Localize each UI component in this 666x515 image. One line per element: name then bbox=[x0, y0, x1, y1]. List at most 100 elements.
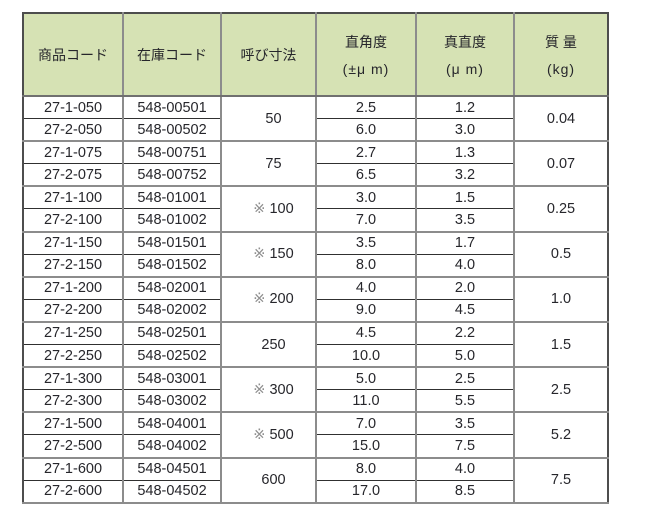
table-row: 27-1-250 548-02501 250 4.5 2.2 1.5 bbox=[23, 321, 608, 369]
cell-product-code: 27-2-250 bbox=[23, 344, 123, 369]
col-header-label: 在庫コード bbox=[137, 46, 207, 63]
cell-nominal-size: ※ 150 bbox=[220, 231, 316, 278]
table-row: 27-1-050 548-00501 50 2.5 1.2 0.04 bbox=[23, 96, 608, 143]
col-header-label: 真直度 bbox=[444, 34, 486, 50]
cell-straightness: 4.0 bbox=[415, 457, 514, 481]
cell-straightness: 8.5 bbox=[415, 480, 514, 504]
cell-squareness: 4.0 bbox=[315, 276, 416, 300]
table-row: 27-1-100 548-01001 ※ 100 3.0 1.5 0.25 bbox=[23, 186, 608, 233]
cell-stock-code: 548-04001 bbox=[122, 412, 221, 436]
cell-mass: 1.0 bbox=[513, 276, 608, 323]
nominal-size-value: 500 bbox=[269, 426, 294, 443]
table-row: 27-1-600 548-04501 600 8.0 4.0 7.5 bbox=[23, 457, 608, 504]
cell-straightness: 5.0 bbox=[415, 344, 514, 369]
nominal-size-value: 150 bbox=[269, 246, 294, 263]
col-header-label: 呼び寸法 bbox=[240, 46, 297, 63]
cell-nominal-size: 250 bbox=[220, 321, 316, 369]
table-row: 27-1-300 548-03001 ※ 300 5.0 2.5 2.5 bbox=[23, 367, 608, 414]
nominal-size-value: 250 bbox=[261, 336, 286, 353]
table-row: 27-2-500 548-04002 15.0 7.5 bbox=[23, 434, 608, 459]
nominal-size-value: 50 bbox=[265, 110, 282, 127]
cell-straightness: 3.5 bbox=[415, 208, 514, 233]
cell-mass: 0.07 bbox=[513, 141, 608, 188]
cell-straightness: 1.5 bbox=[415, 186, 514, 210]
cell-nominal-size: ※ 300 bbox=[220, 367, 316, 414]
cell-stock-code: 548-02001 bbox=[122, 276, 221, 300]
reference-mark: ※ bbox=[253, 200, 270, 217]
cell-nominal-size: 600 bbox=[220, 457, 316, 504]
cell-straightness: 2.5 bbox=[415, 367, 514, 391]
cell-nominal-size: ※ 500 bbox=[220, 412, 316, 459]
cell-straightness: 3.2 bbox=[415, 163, 514, 188]
cell-squareness: 7.0 bbox=[315, 208, 416, 233]
cell-product-code: 27-1-100 bbox=[23, 186, 123, 210]
reference-mark: ※ bbox=[253, 291, 270, 308]
cell-stock-code: 548-00752 bbox=[122, 163, 221, 188]
cell-straightness: 7.5 bbox=[415, 434, 514, 459]
cell-nominal-size: ※ 200 bbox=[220, 276, 316, 323]
cell-product-code: 27-1-150 bbox=[23, 231, 123, 255]
nominal-size-value: 100 bbox=[269, 200, 294, 217]
table-body: 27-1-050 548-00501 50 2.5 1.2 0.04 27-2-050 548… bbox=[23, 96, 608, 504]
cell-mass: 7.5 bbox=[513, 457, 608, 504]
table-row: 27-2-300 548-03002 11.0 5.5 bbox=[23, 389, 608, 414]
cell-mass: 2.5 bbox=[513, 367, 608, 414]
cell-straightness: 5.5 bbox=[415, 389, 514, 414]
cell-stock-code: 548-03001 bbox=[122, 367, 221, 391]
cell-stock-code: 548-02502 bbox=[122, 344, 221, 369]
cell-product-code: 27-2-150 bbox=[23, 254, 123, 278]
cell-nominal-size: 50 bbox=[220, 96, 316, 143]
cell-stock-code: 548-01502 bbox=[122, 254, 221, 278]
cell-squareness: 3.0 bbox=[315, 186, 416, 210]
col-header-straightness: 真直度 (μ m) bbox=[415, 13, 514, 97]
cell-stock-code: 548-02501 bbox=[122, 321, 221, 346]
cell-squareness: 2.7 bbox=[315, 141, 416, 165]
cell-product-code: 27-1-250 bbox=[23, 321, 123, 346]
col-header-squareness: 直角度 (±μ m) bbox=[315, 13, 416, 97]
cell-stock-code: 548-00751 bbox=[122, 141, 221, 165]
col-header-unit: (kg) bbox=[546, 61, 576, 77]
table-row: 27-1-500 548-04001 ※ 500 7.0 3.5 5.2 bbox=[23, 412, 608, 459]
col-header-label: 商品コード bbox=[38, 46, 108, 63]
cell-squareness: 10.0 bbox=[315, 344, 416, 369]
cell-straightness: 2.2 bbox=[415, 321, 514, 346]
cell-nominal-size: ※ 100 bbox=[220, 186, 316, 233]
cell-product-code: 27-1-200 bbox=[23, 276, 123, 300]
cell-straightness: 3.0 bbox=[415, 118, 514, 143]
cell-product-code: 27-2-100 bbox=[23, 208, 123, 233]
cell-stock-code: 548-01002 bbox=[122, 208, 221, 233]
col-header-unit: (±μ m) bbox=[342, 61, 390, 77]
cell-mass: 5.2 bbox=[513, 412, 608, 459]
cell-straightness: 2.0 bbox=[415, 276, 514, 300]
table-row: 27-2-050 548-00502 6.0 3.0 bbox=[23, 118, 608, 143]
cell-product-code: 27-2-500 bbox=[23, 434, 123, 459]
cell-squareness: 7.0 bbox=[315, 412, 416, 436]
cell-straightness: 1.3 bbox=[415, 141, 514, 165]
cell-product-code: 27-2-300 bbox=[23, 389, 123, 414]
cell-squareness: 3.5 bbox=[315, 231, 416, 255]
cell-product-code: 27-2-600 bbox=[23, 480, 123, 504]
table-row: 27-2-600 548-04502 17.0 8.5 bbox=[23, 480, 608, 504]
col-header-unit: (μ m) bbox=[446, 61, 484, 77]
nominal-size-value: 600 bbox=[261, 472, 286, 489]
col-header-product-code: 商品コード bbox=[23, 13, 123, 97]
table-row: 27-2-100 548-01002 7.0 3.5 bbox=[23, 208, 608, 233]
cell-squareness: 2.5 bbox=[315, 96, 416, 120]
nominal-size-value: 200 bbox=[269, 291, 294, 308]
cell-stock-code: 548-03002 bbox=[122, 389, 221, 414]
nominal-size-value: 300 bbox=[269, 381, 294, 398]
cell-mass: 0.5 bbox=[513, 231, 608, 278]
cell-stock-code: 548-04502 bbox=[122, 480, 221, 504]
table-row: 27-1-075 548-00751 75 2.7 1.3 0.07 bbox=[23, 141, 608, 188]
cell-straightness: 4.5 bbox=[415, 299, 514, 323]
cell-product-code: 27-1-600 bbox=[23, 457, 123, 481]
col-header-label: 質 量 bbox=[545, 34, 577, 50]
table-row: 27-2-075 548-00752 6.5 3.2 bbox=[23, 163, 608, 188]
col-header-mass: 質 量 (kg) bbox=[513, 13, 608, 97]
table-row: 27-2-150 548-01502 8.0 4.0 bbox=[23, 254, 608, 278]
reference-mark: ※ bbox=[253, 246, 270, 263]
cell-stock-code: 548-00501 bbox=[122, 96, 221, 120]
cell-mass: 1.5 bbox=[513, 321, 608, 369]
cell-straightness: 1.7 bbox=[415, 231, 514, 255]
